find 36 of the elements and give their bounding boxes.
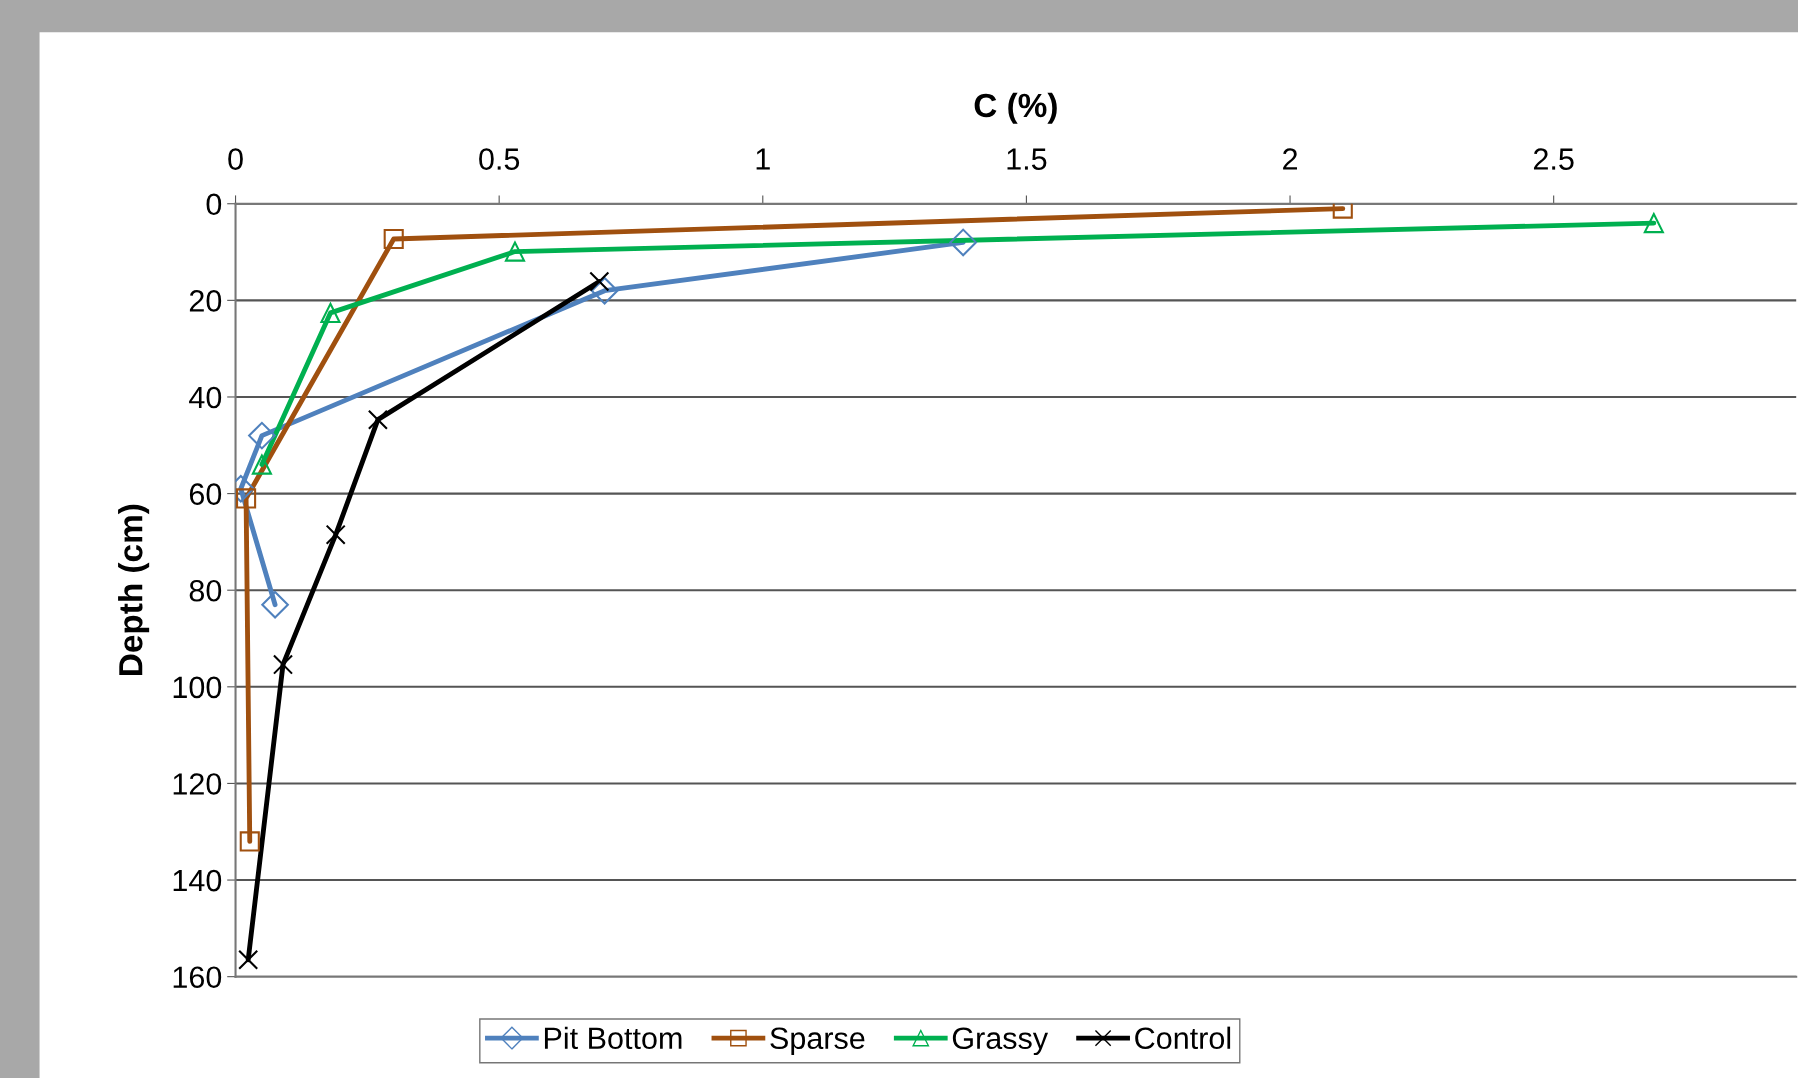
legend-label: Grassy — [952, 1027, 1049, 1056]
point — [320, 302, 341, 323]
point — [251, 454, 272, 475]
y-tick-label: 80 — [189, 579, 222, 602]
y-tick-label: 140 — [173, 869, 222, 892]
y-tick-label: 20 — [189, 290, 222, 312]
point — [367, 409, 388, 430]
x-tick-label: 1 — [756, 148, 770, 170]
legend-label: Sparse — [770, 1027, 865, 1056]
y-axis-title: Depth (cm) — [118, 504, 150, 676]
point — [238, 949, 259, 970]
y-tick-label: 40 — [189, 386, 222, 409]
point — [590, 276, 619, 305]
point — [325, 524, 346, 545]
x-tick-label: 2.5 — [1533, 148, 1574, 170]
x-tick-label: 2 — [1283, 148, 1297, 170]
point — [949, 228, 977, 257]
x-tick-label: 0 — [228, 148, 243, 170]
y-tick-label: 120 — [173, 773, 222, 795]
y-tick-label: 0 — [206, 193, 222, 216]
legend-label: Control — [1135, 1026, 1231, 1050]
y-tick-label: 160 — [173, 966, 222, 989]
x-tick-label: 0.5 — [479, 148, 520, 170]
point — [272, 654, 294, 675]
point — [1643, 213, 1664, 234]
point — [239, 831, 260, 852]
y-tick-label: 60 — [189, 483, 222, 505]
point — [248, 421, 276, 450]
legend-label: Pit Bottom — [544, 1026, 682, 1050]
point — [383, 228, 404, 250]
x-axis-title: C (%) — [974, 92, 1057, 124]
x-tick-label: 1.5 — [1007, 148, 1047, 170]
point — [504, 241, 526, 262]
y-tick-label: 100 — [173, 676, 222, 699]
point — [236, 488, 257, 509]
point — [261, 590, 289, 619]
